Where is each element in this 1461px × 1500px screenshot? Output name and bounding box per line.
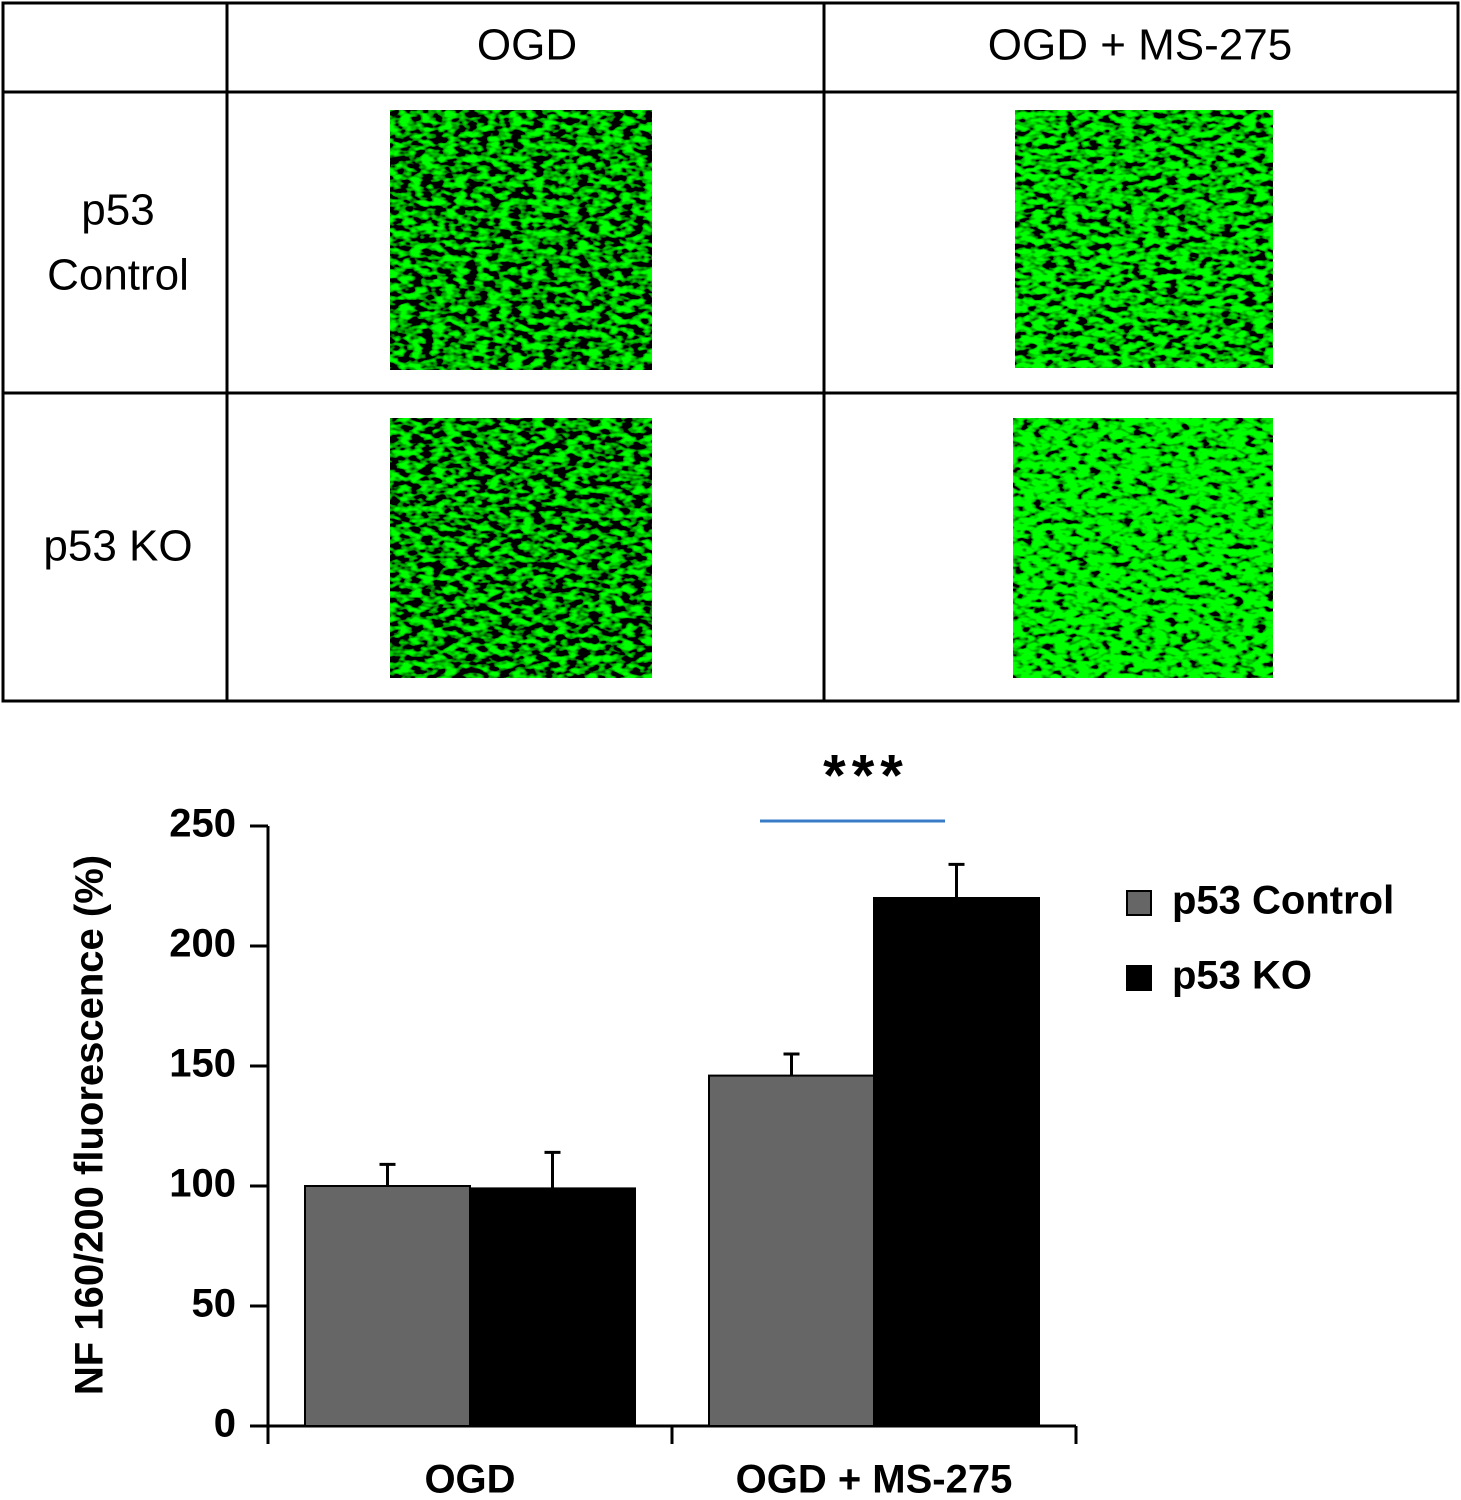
image-table: OGD OGD + MS-275 p53 Control p53 KO: [1, 1, 1460, 703]
y-tick-label: 100: [169, 1162, 236, 1206]
y-tick-label: 0: [214, 1402, 236, 1446]
significance-label: ***: [823, 743, 909, 808]
x-tick-label: OGD: [424, 1458, 515, 1500]
y-tick-label: 200: [169, 922, 236, 966]
error-bar: [379, 1162, 396, 1186]
error-bar: [948, 862, 965, 898]
y-tick-label: 150: [169, 1042, 236, 1086]
bar: [469, 1187, 636, 1428]
y-tick-label: 50: [192, 1282, 237, 1326]
bar-chart: NF 160/200 fluorescence (%) *** 0 50 100 15…: [68, 743, 1395, 1500]
y-axis-label: NF 160/200 fluorescence (%): [68, 855, 112, 1395]
table-border: [1, 1, 1460, 703]
row-header: p53 KO: [43, 522, 192, 571]
column-header: OGD + MS-275: [988, 21, 1292, 70]
y-tick-label: 250: [169, 802, 236, 846]
row-header: p53: [81, 186, 154, 235]
bar: [708, 1074, 875, 1427]
legend-label: p53 Control: [1172, 879, 1394, 923]
error-bar: [783, 1052, 800, 1076]
x-tick-label: OGD + MS-275: [736, 1458, 1013, 1500]
micrograph: [1013, 418, 1273, 678]
bar: [304, 1185, 471, 1427]
bar: [873, 897, 1040, 1427]
micrograph: [390, 418, 652, 678]
error-bar: [544, 1150, 561, 1189]
legend-label: p53 KO: [1172, 954, 1312, 998]
micrograph: [1015, 110, 1273, 368]
column-header: OGD: [477, 21, 577, 70]
micrograph: [390, 110, 652, 370]
row-header: Control: [47, 251, 189, 300]
legend-swatch: [1126, 890, 1152, 916]
legend-swatch: [1126, 965, 1152, 991]
